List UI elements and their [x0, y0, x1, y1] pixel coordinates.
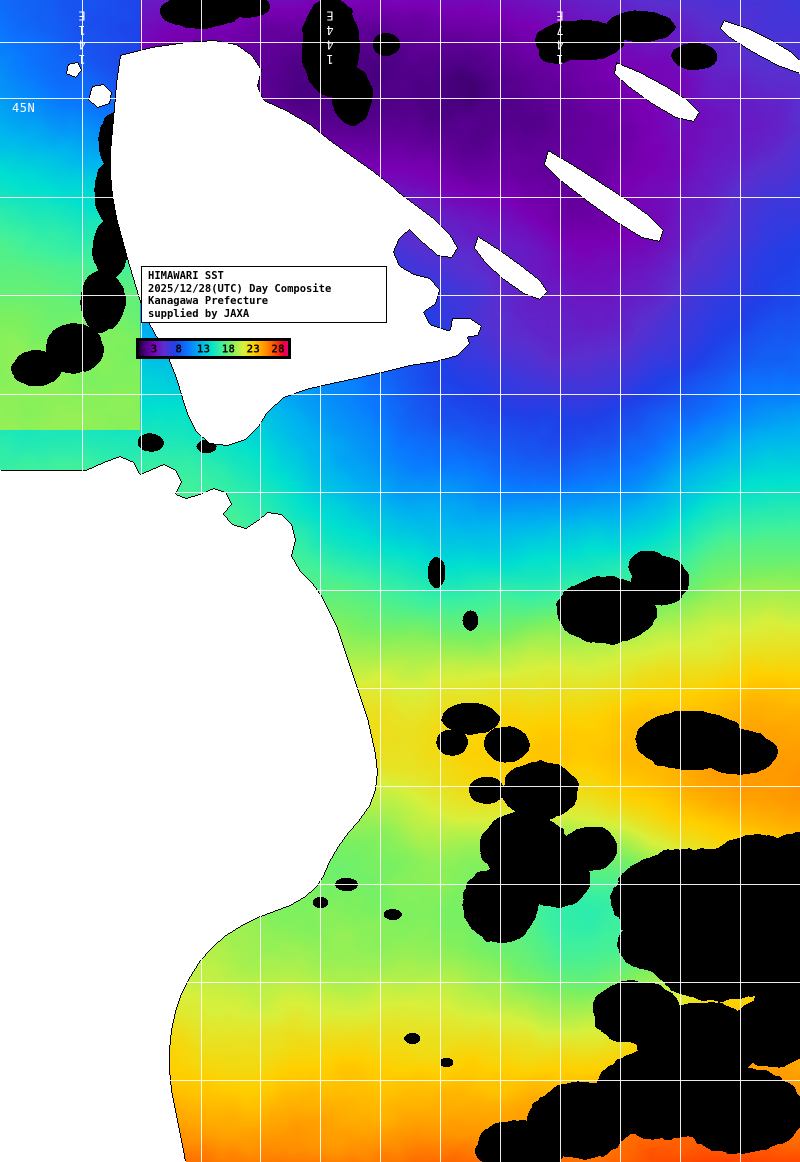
- colorbar-tick-labels: 3 8 13 18 23 28: [139, 341, 288, 356]
- colorbar-gradient: 3 8 13 18 23 28: [139, 341, 288, 356]
- colorbar-tick-3: 3: [150, 342, 158, 355]
- caption-datetime: 2025/12/28(UTC) Day Composite: [148, 282, 332, 295]
- caption-title: HIMAWARI SST: [148, 270, 224, 282]
- longitude-label-147E: 147E: [553, 8, 567, 66]
- latitude-label-45N: 45N: [12, 101, 36, 115]
- longitude-label-144E: 144E: [323, 8, 337, 66]
- caption-region: Kanagawa Prefecture: [148, 295, 269, 308]
- caption-box: HIMAWARI SST 2025/12/28(UTC) Day Composi…: [141, 266, 387, 323]
- colorbar: 3 8 13 18 23 28: [136, 338, 291, 359]
- colorbar-tick-13: 13: [196, 342, 211, 355]
- colorbar-tick-28: 28: [271, 342, 285, 355]
- colorbar-tick-8: 8: [175, 342, 183, 355]
- longitude-label-141E: 141E: [75, 8, 89, 66]
- colorbar-tick-18: 18: [221, 342, 236, 355]
- caption-source: supplied by JAXA: [148, 307, 250, 320]
- colorbar-tick-23: 23: [246, 342, 260, 355]
